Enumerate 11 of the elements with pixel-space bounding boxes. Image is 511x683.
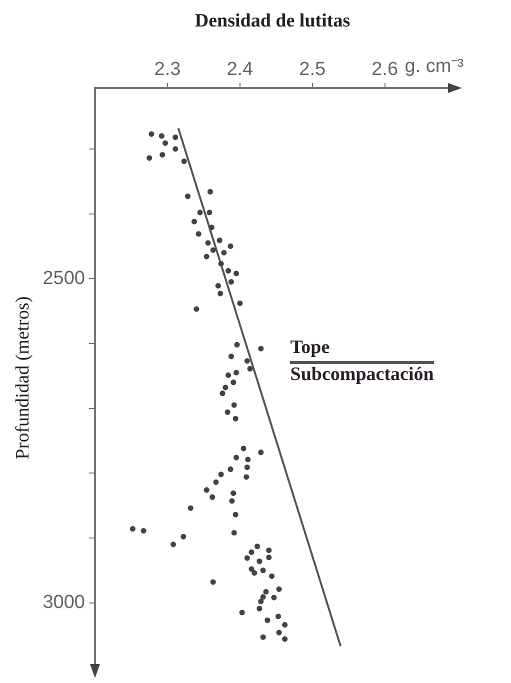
x-tick-label: 2.6 [372,58,398,80]
x-tick-label: 2.3 [154,58,181,80]
annotation: Tope [290,337,434,364]
annotation: Subcompactación [290,364,434,386]
y-tick-label: 2500 [42,268,85,289]
y-tick-label: 3000 [42,592,85,613]
text: g. cm⁻³ [404,55,464,78]
y-axis-title: Profundidad (metros) [12,296,34,460]
x-tick-label: 2.4 [226,58,254,80]
x-axis-title: Densidad de lutitas [194,10,350,32]
x-tick-label: 2.5 [299,58,326,80]
